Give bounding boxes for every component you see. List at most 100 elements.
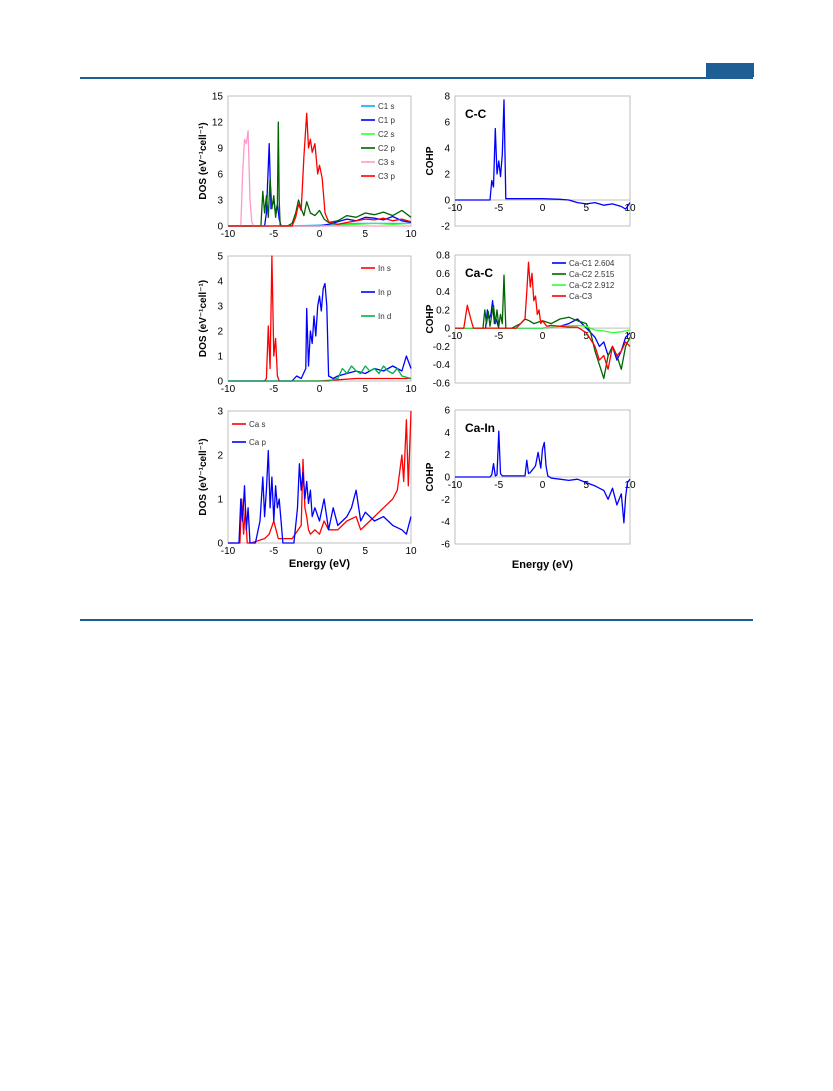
legend-entry: Ca-C1 2.604 xyxy=(569,259,615,268)
chart-panel-5: -0.6 -0.4 -0.2 0 0.2 0.4 0.6 0.8 -10 -5 0 5 10 COHP Ca… xyxy=(425,251,636,390)
legend-entry: C2 p xyxy=(378,144,395,153)
y-tick-label: -6 xyxy=(441,540,450,551)
y-axis-label: COHP xyxy=(425,462,436,491)
plot-area xyxy=(454,95,631,227)
y-tick-label: -0.4 xyxy=(433,360,451,371)
x-tick-label: 10 xyxy=(405,229,417,240)
x-tick-label: -10 xyxy=(221,229,236,240)
x-tick-label: -5 xyxy=(269,229,278,240)
legend-entry: Ca s xyxy=(249,420,265,429)
x-tick-label: 5 xyxy=(362,546,368,557)
x-tick-label: 10 xyxy=(624,331,636,342)
panel-title: Ca-C xyxy=(465,266,493,280)
chart-panel-4: -2 0 2 4 6 8 -10 -5 0 5 10 COHP C-C xyxy=(425,92,636,233)
plot-area xyxy=(227,95,412,227)
x-axis-label: Energy (eV) xyxy=(289,558,350,570)
legend-entry: C1 p xyxy=(378,116,395,125)
x-tick-label: 10 xyxy=(405,546,417,557)
y-tick-label: 8 xyxy=(444,92,450,103)
panel-title: C-C xyxy=(465,107,487,121)
legend-entry: In s xyxy=(378,264,391,273)
y-tick-label: 0 xyxy=(217,539,223,550)
legend-entry: C2 s xyxy=(378,130,394,139)
y-tick-label: 4 xyxy=(217,277,223,288)
plot-area xyxy=(227,255,412,382)
header-tab xyxy=(706,63,754,77)
x-tick-label: -10 xyxy=(221,546,236,557)
legend-entry: Ca-C2 2.515 xyxy=(569,270,615,279)
y-axis-label: DOS (eV⁻¹cell⁻¹) xyxy=(198,280,209,357)
y-tick-label: 4 xyxy=(444,428,450,439)
series-line-ca-c2-2-515 xyxy=(455,274,631,380)
y-tick-label: 6 xyxy=(217,170,223,181)
legend-entry: In p xyxy=(378,288,392,297)
x-tick-label: -5 xyxy=(494,203,503,214)
y-tick-label: 1 xyxy=(217,495,223,506)
x-tick-label: -10 xyxy=(448,331,463,342)
y-tick-label: 6 xyxy=(444,406,450,417)
legend-entry: Ca p xyxy=(249,438,266,447)
x-tick-label: -10 xyxy=(448,480,463,491)
y-tick-label: 3 xyxy=(217,302,223,313)
x-tick-label: 0 xyxy=(540,480,546,491)
x-tick-label: 5 xyxy=(362,229,368,240)
y-tick-label: 2 xyxy=(444,450,450,461)
legend: In s In p In d xyxy=(361,264,392,321)
series-line-in-p xyxy=(228,282,412,382)
y-tick-label: 0 xyxy=(444,473,450,484)
y-tick-label: 2 xyxy=(444,170,450,181)
x-tick-label: 10 xyxy=(405,384,417,395)
y-tick-label: 0 xyxy=(217,377,223,388)
x-tick-label: -5 xyxy=(269,546,278,557)
series-line-c3-p xyxy=(228,112,412,227)
x-tick-label: 0 xyxy=(317,546,323,557)
series-line-ca-c3 xyxy=(455,261,631,370)
legend: Ca-C1 2.604 Ca-C2 2.515 Ca-C2 2.912 Ca-C3 xyxy=(552,259,615,301)
series-line-in-d xyxy=(228,365,412,382)
y-tick-label: -4 xyxy=(441,517,450,528)
x-tick-label: 5 xyxy=(583,203,589,214)
series-line-ca-p xyxy=(228,449,412,544)
y-tick-label: 0.8 xyxy=(436,251,450,262)
y-tick-label: 0.4 xyxy=(436,287,450,298)
y-tick-label: 3 xyxy=(217,407,223,418)
x-tick-label: 0 xyxy=(540,331,546,342)
panel-title: Ca-In xyxy=(465,421,495,435)
series-line-c2-p xyxy=(228,121,412,227)
x-tick-label: 10 xyxy=(624,480,636,491)
legend-entry: C3 s xyxy=(378,158,394,167)
x-tick-label: -5 xyxy=(269,384,278,395)
x-tick-label: 0 xyxy=(317,229,323,240)
y-tick-label: 3 xyxy=(217,196,223,207)
legend: C1 s C1 p C2 s C2 p C3 s C3 p xyxy=(361,102,395,181)
series-line-in-s xyxy=(228,255,411,382)
y-tick-label: 0 xyxy=(444,324,450,335)
series-line-ca-c2-2-912 xyxy=(455,324,631,334)
y-tick-label: -0.6 xyxy=(433,379,451,390)
y-tick-label: -2 xyxy=(441,222,450,233)
legend-entry: C3 p xyxy=(378,172,395,181)
y-tick-label: 1 xyxy=(217,352,223,363)
y-tick-label: 0 xyxy=(444,196,450,207)
series-line-1 xyxy=(455,99,631,210)
y-tick-label: 6 xyxy=(444,118,450,129)
y-tick-label: 0.2 xyxy=(436,305,450,316)
y-axis-label: DOS (eV⁻¹cell⁻¹) xyxy=(198,438,209,515)
top-rule xyxy=(80,77,753,79)
x-tick-label: 10 xyxy=(624,203,636,214)
y-tick-label: 5 xyxy=(217,252,223,263)
x-tick-label: 0 xyxy=(317,384,323,395)
legend-entry: In d xyxy=(378,312,391,321)
x-tick-label: -10 xyxy=(221,384,236,395)
legend-entry: Ca-C2 2.912 xyxy=(569,281,615,290)
chart-panel-6: -6 -4 -2 0 2 4 6 -10 -5 0 5 10 COHP Energy (eV) Ca-In xyxy=(425,406,636,572)
x-tick-label: 5 xyxy=(362,384,368,395)
bottom-rule xyxy=(80,619,753,621)
x-tick-label: 0 xyxy=(540,203,546,214)
y-tick-label: 4 xyxy=(444,144,450,155)
legend-entry: C1 s xyxy=(378,102,394,111)
x-tick-label: -5 xyxy=(494,331,503,342)
x-tick-label: -10 xyxy=(448,203,463,214)
